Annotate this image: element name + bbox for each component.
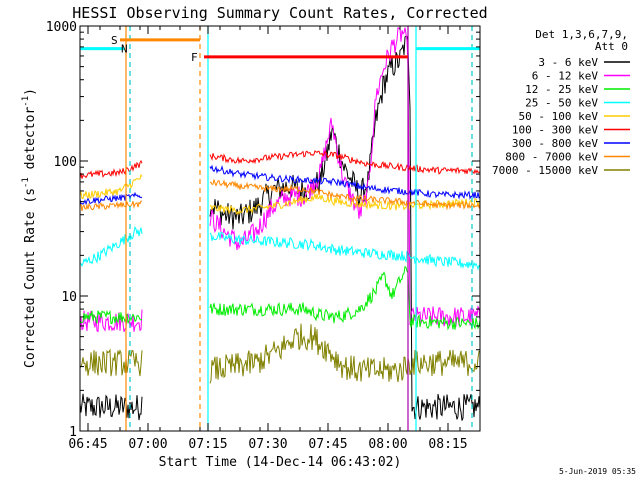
series-1-line-2 — [209, 35, 481, 421]
x-axis-label: Start Time (14-Dec-14 06:43:02) — [159, 455, 402, 470]
y-tick-label-1: 1 — [69, 425, 77, 440]
legend-entry-4: 25 - 50 keV — [525, 97, 598, 110]
legend-entry-6: 100 - 300 keV — [512, 124, 598, 137]
x-tick-label-0815: 08:15 — [428, 437, 467, 452]
x-tick-label-0715: 07:15 — [188, 437, 227, 452]
series-4-line-2 — [209, 231, 481, 271]
chart-title: HESSI Observing Summary Count Rates, Cor… — [72, 4, 487, 22]
legend-entry-9: 7000 - 15000 keV — [492, 164, 598, 177]
x-tick-label-0800: 08:00 — [368, 437, 407, 452]
overlay-layer: SN F — [80, 26, 480, 431]
y-tick-label-100: 100 — [54, 155, 77, 170]
series-7-line-2 — [209, 164, 481, 200]
marker-label-S: S — [111, 34, 118, 47]
legend-entry-8: 800 - 7000 keV — [505, 151, 598, 164]
legend-entry-7: 300 - 800 keV — [512, 137, 598, 150]
axis-layer: 06:45 07:00 07:15 07:30 07:45 08:00 08:15 1 10 10… — [46, 20, 480, 452]
y-axis-label-end: ) — [23, 88, 38, 96]
footer-date: 5-Jun-2019 05:35 — [559, 467, 636, 476]
y-axis-label-sup2: -1 — [21, 96, 31, 107]
series-9-line-2 — [209, 323, 481, 384]
legend-entry-3: 12 - 25 keV — [525, 83, 598, 96]
y-axis-label: Corrected Count Rate (s-1 detector-1) — [21, 88, 38, 368]
series-6-line-1 — [79, 159, 143, 179]
series-8-line-2 — [209, 178, 481, 211]
legend-entry-5: 50 - 100 keV — [519, 110, 599, 123]
y-axis-label-sup1: -1 — [21, 177, 31, 188]
y-axis-label-mid: detector — [23, 107, 38, 178]
series-7-line-1 — [79, 191, 143, 206]
series-3-line-2 — [209, 265, 481, 331]
series-5-line-2 — [210, 193, 481, 216]
marker-label-F: F — [191, 51, 198, 64]
marker-label-N: N — [121, 43, 128, 56]
x-tick-label-0730: 07:30 — [248, 437, 287, 452]
series-5-line-1 — [79, 173, 143, 200]
series-9-line-1 — [79, 348, 143, 377]
series-2-line-1 — [79, 309, 143, 333]
y-tick-label-10: 10 — [61, 290, 77, 305]
series-8-line-1 — [79, 200, 143, 212]
series-2-line-2 — [209, 26, 481, 327]
series-3-line-1 — [79, 309, 143, 325]
legend-header-line-1: Det 1,3,6,7,9, — [535, 28, 628, 41]
x-tick-label-0645: 06:45 — [68, 437, 107, 452]
legend-header-line-2: Att 0 — [595, 40, 628, 53]
y-tick-label-1000: 1000 — [46, 20, 77, 35]
legend-entry-1: 3 - 6 keV — [538, 56, 598, 69]
series-layer — [79, 26, 481, 421]
series-6-line-2 — [209, 149, 481, 175]
series-1-line-1 — [79, 393, 143, 421]
y-axis-label-main: Corrected Count Rate (s — [23, 188, 38, 368]
x-tick-label-0745: 07:45 — [308, 437, 347, 452]
legend-entry-2: 6 - 12 keV — [532, 70, 599, 83]
series-4-line-1 — [79, 225, 143, 268]
x-tick-label-0700: 07:00 — [128, 437, 167, 452]
